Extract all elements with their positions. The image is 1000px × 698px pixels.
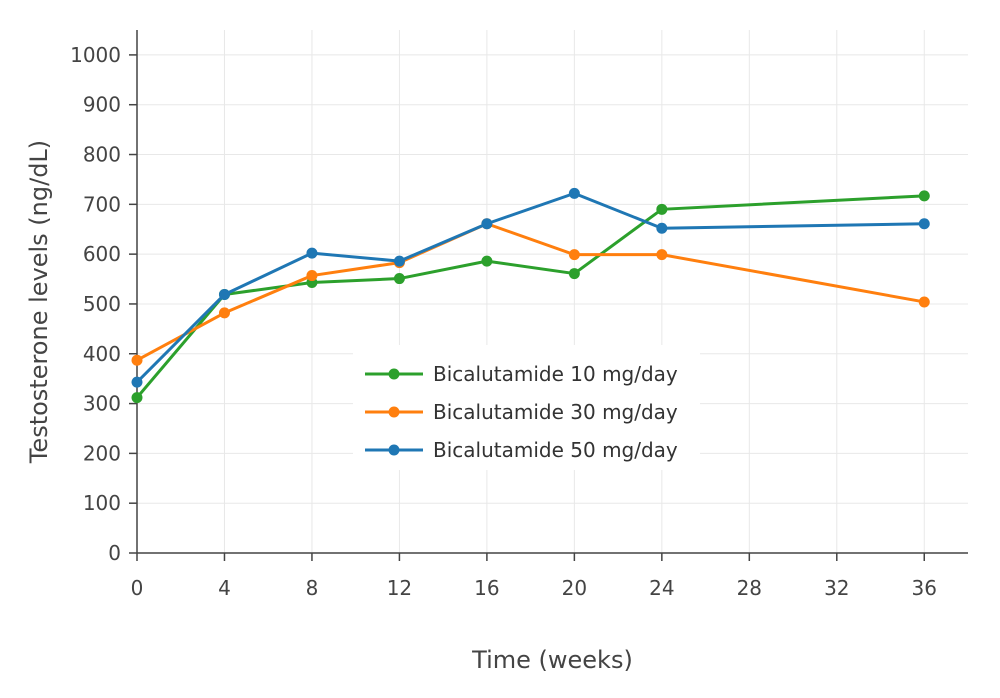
data-point [131, 392, 143, 404]
data-point [918, 296, 930, 308]
data-point [918, 190, 930, 202]
y-tick-label: 0 [108, 541, 121, 565]
data-point [131, 376, 143, 388]
y-tick-label: 300 [83, 392, 121, 416]
y-tick-label: 400 [83, 342, 121, 366]
data-point [568, 268, 580, 280]
series-line-2 [136, 222, 925, 362]
x-axis-title: Time (weeks) [471, 646, 633, 674]
data-point [918, 218, 930, 230]
legend-label: Bicalutamide 50 mg/day [433, 438, 678, 462]
legend: Bicalutamide 10 mg/day Bicalutamide 30 mg… [353, 345, 700, 470]
data-point [656, 222, 668, 234]
data-point [481, 255, 493, 267]
y-tick-label: 200 [83, 441, 121, 465]
legend-label: Bicalutamide 10 mg/day [433, 362, 678, 386]
y-tick-label: 900 [83, 93, 121, 117]
y-tick-label: 800 [83, 143, 121, 167]
x-tick-label: 4 [218, 576, 231, 600]
series-layer [131, 187, 930, 404]
x-tick-label: 8 [306, 576, 319, 600]
x-tick-label: 28 [737, 576, 762, 600]
data-point [656, 249, 668, 261]
data-point [393, 255, 405, 267]
x-tick-label: 20 [562, 576, 587, 600]
legend-swatch-marker [388, 444, 400, 456]
y-tick-label: 700 [83, 192, 121, 216]
y-tick-label: 500 [83, 292, 121, 316]
legend-swatch-marker [388, 406, 400, 418]
x-tick-label: 16 [474, 576, 499, 600]
legend-label: Bicalutamide 30 mg/day [433, 400, 678, 424]
data-point [218, 288, 230, 300]
data-point [218, 307, 230, 319]
axes: 0 100 200 300 400 500 600 700 800 900 1000 0 4 8 12 16 2… [70, 30, 968, 600]
data-point [131, 354, 143, 366]
x-tick-label: 32 [824, 576, 849, 600]
data-point [656, 203, 668, 215]
legend-swatch-marker [388, 368, 400, 380]
x-tick-label: 24 [649, 576, 674, 600]
data-point [481, 218, 493, 230]
data-point [306, 247, 318, 259]
y-axis-title: Testosterone levels (ng/dL) [25, 140, 53, 464]
y-tick-label: 600 [83, 242, 121, 266]
y-tick-label: 1000 [70, 43, 121, 67]
data-point [568, 187, 580, 199]
x-tick-label: 0 [131, 576, 144, 600]
data-point [393, 273, 405, 285]
x-tick-label: 36 [912, 576, 937, 600]
grid [137, 30, 968, 553]
data-point [306, 270, 318, 282]
series-line-3 [135, 191, 925, 384]
series-line-1 [135, 194, 925, 399]
y-tick-label: 100 [83, 491, 121, 515]
data-point [568, 249, 580, 261]
x-tick-label: 12 [387, 576, 412, 600]
